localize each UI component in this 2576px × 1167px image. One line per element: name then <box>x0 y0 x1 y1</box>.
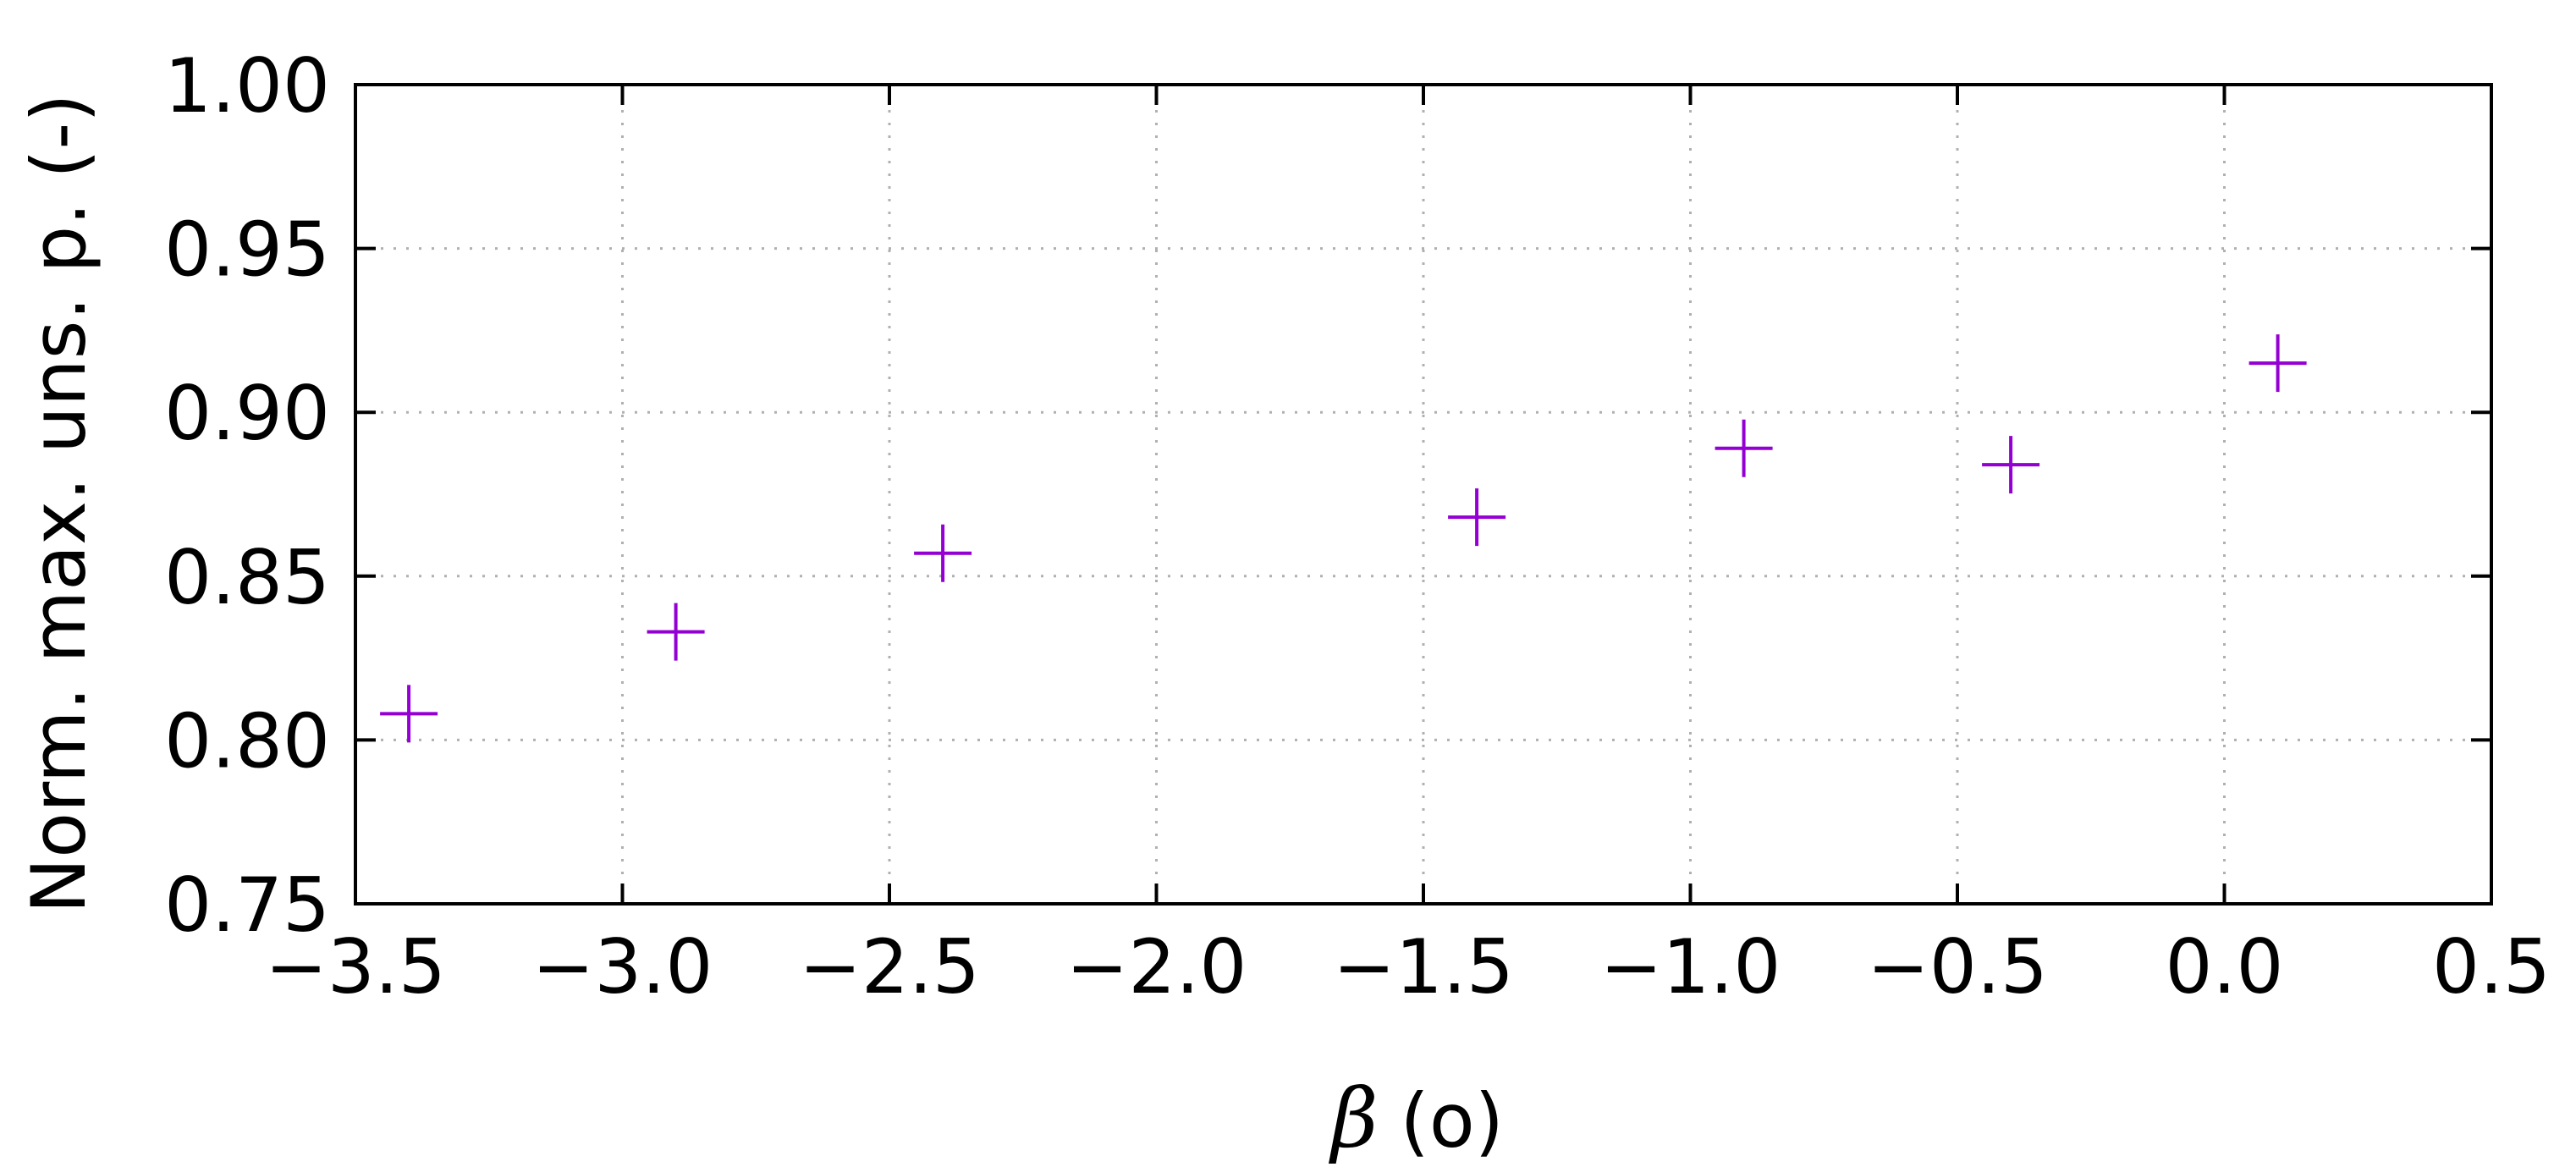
y-tick-label: 1.00 <box>164 42 330 129</box>
x-tick-label: −3.5 <box>265 923 446 1010</box>
x-tick-label: −2.0 <box>1066 923 1247 1010</box>
data-point <box>1448 488 1506 547</box>
x-tick-label: 0.0 <box>2166 923 2284 1010</box>
y-tick-label: 0.75 <box>164 861 330 949</box>
x-axis-unit: (o) <box>1400 1077 1504 1164</box>
x-tick-label: −1.5 <box>1333 923 1514 1010</box>
x-axis-label: β (o) <box>1329 1071 1504 1166</box>
plot-frame <box>354 83 2493 906</box>
data-point <box>914 524 972 582</box>
y-tick-label: 0.90 <box>164 370 330 457</box>
y-axis-label: Norm. max. uns. p. (-) <box>15 93 102 913</box>
data-point <box>647 603 705 661</box>
data-point <box>1715 419 1773 477</box>
x-tick-label: −1.0 <box>1600 923 1781 1010</box>
y-tick-label: 0.80 <box>164 697 330 784</box>
x-tick-label: −3.0 <box>532 923 713 1010</box>
y-tick-labels: 0.75 0.80 0.85 0.90 0.95 1.00 <box>164 42 330 949</box>
x-tick-label: −2.5 <box>799 923 980 1010</box>
data-point <box>1982 436 2040 494</box>
x-axis-symbol: β <box>1329 1071 1379 1166</box>
x-tick-labels: −3.5 −3.0 −2.5 −2.0 −1.5 −1.0 −0.5 0.0 0.5 <box>265 923 2551 1010</box>
x-tick-label: −0.5 <box>1867 923 2048 1010</box>
y-tick-label: 0.85 <box>164 534 330 621</box>
data-point <box>2248 334 2307 393</box>
y-tick-label: 0.95 <box>164 206 330 294</box>
x-tick-label: 0.5 <box>2432 923 2551 1010</box>
data-points <box>380 334 2307 743</box>
grid-lines <box>355 83 2491 904</box>
axis-ticks <box>354 83 2493 906</box>
data-point <box>380 685 438 743</box>
